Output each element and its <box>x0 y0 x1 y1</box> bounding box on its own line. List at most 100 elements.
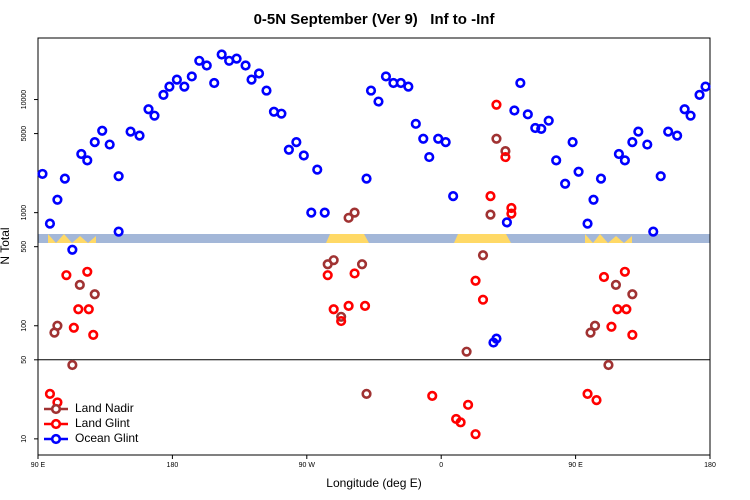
band-land <box>326 234 369 243</box>
data-point <box>143 104 154 115</box>
data-point <box>343 212 354 223</box>
data-point <box>506 202 517 214</box>
data-point <box>52 320 63 331</box>
data-point <box>551 155 562 166</box>
data-point <box>52 194 63 205</box>
data-point <box>648 226 659 237</box>
data-point <box>470 275 481 286</box>
data-point <box>67 359 78 371</box>
data-point <box>470 429 481 440</box>
data-point <box>343 300 354 311</box>
data-point <box>67 244 78 255</box>
data-point <box>179 81 190 92</box>
data-point <box>485 209 496 220</box>
data-point <box>76 148 87 160</box>
data-point <box>261 85 272 96</box>
data-point <box>209 77 220 89</box>
data-point <box>134 130 145 141</box>
data-point <box>216 49 227 60</box>
data-point <box>73 304 84 315</box>
x-tick-label: 90 E <box>31 462 46 469</box>
data-point <box>83 304 94 315</box>
data-point <box>619 155 630 166</box>
data-point <box>68 322 79 333</box>
data-point <box>201 60 212 71</box>
band-land <box>585 234 632 243</box>
data-point <box>485 191 496 202</box>
data-point <box>61 270 72 281</box>
data-point <box>694 89 705 100</box>
data-point <box>125 126 136 137</box>
data-point <box>365 85 377 96</box>
data-point <box>515 77 526 89</box>
data-point <box>501 217 513 228</box>
data-point <box>663 126 674 137</box>
data-point <box>491 333 502 344</box>
legend-marker <box>50 403 62 415</box>
data-point <box>424 151 435 163</box>
legend-label: Land Nadir <box>75 401 134 415</box>
data-point <box>633 126 644 137</box>
data-point <box>477 294 489 305</box>
data-point <box>672 130 683 141</box>
data-point <box>613 148 625 160</box>
data-point <box>685 110 696 121</box>
data-point <box>322 270 333 281</box>
chart-title: 0-5N September (Ver 9) Inf to -Inf <box>254 11 496 28</box>
data-point <box>349 268 360 279</box>
data-point <box>606 321 617 332</box>
data-point <box>679 104 690 115</box>
data-point <box>621 304 632 315</box>
data-point <box>349 207 360 218</box>
y-tick-label: 50 <box>21 356 28 364</box>
data-point <box>253 68 265 79</box>
band <box>38 234 710 243</box>
land-band <box>38 234 710 243</box>
data-point <box>361 388 372 399</box>
y-tick-label: 500 <box>21 241 28 253</box>
data-point <box>462 399 474 410</box>
data-point <box>627 329 638 341</box>
data-point <box>427 390 438 401</box>
data-point <box>361 173 372 184</box>
data-point <box>276 108 287 119</box>
data-point <box>89 137 100 148</box>
x-tick-label: 90 W <box>299 462 316 469</box>
data-point <box>543 115 554 126</box>
data-point <box>113 226 124 237</box>
data-point <box>598 271 610 283</box>
data-point <box>410 118 421 129</box>
data-point <box>149 110 160 121</box>
data-point <box>59 173 70 184</box>
data-point <box>560 178 571 189</box>
data-point <box>113 171 124 182</box>
data-point <box>194 55 205 66</box>
x-axis-label: Longitude (deg E) <box>326 476 421 490</box>
data-point <box>291 137 302 148</box>
data-point <box>306 207 317 218</box>
data-point <box>328 255 339 266</box>
data-point <box>240 60 251 71</box>
data-point <box>336 311 347 322</box>
data-point <box>164 81 175 92</box>
data-point <box>336 315 347 327</box>
data-point <box>44 218 56 229</box>
data-point <box>610 279 622 290</box>
data-point <box>395 77 406 89</box>
data-point <box>461 346 472 357</box>
data-point <box>231 53 242 64</box>
data-point <box>619 266 630 277</box>
data-point <box>298 150 309 161</box>
data-point <box>588 194 599 205</box>
data-point <box>591 395 602 406</box>
data-point <box>642 139 653 150</box>
data-point <box>97 125 108 136</box>
data-point <box>37 168 48 180</box>
data-point <box>89 289 100 300</box>
y-tick-label: 100 <box>21 320 28 332</box>
data-point <box>491 133 502 144</box>
data-point <box>104 139 115 150</box>
data-point <box>186 71 197 82</box>
data-point <box>246 74 257 85</box>
